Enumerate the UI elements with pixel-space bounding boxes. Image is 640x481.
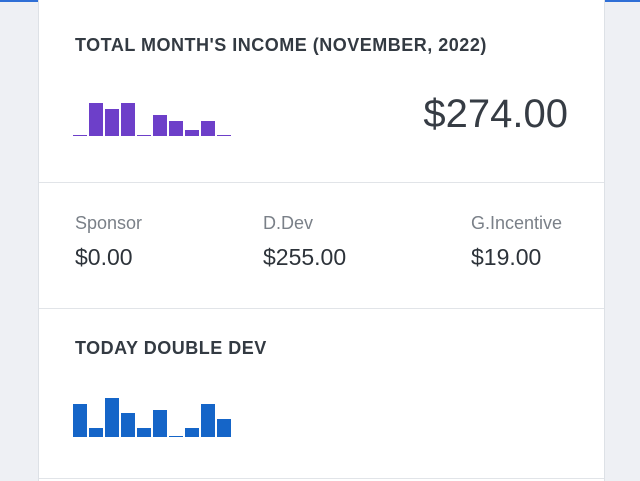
income-card: TOTAL MONTH'S INCOME (NOVEMBER, 2022) $2…	[38, 0, 605, 481]
ddev-label: D.Dev	[263, 213, 314, 233]
bar	[201, 404, 215, 437]
bar	[105, 109, 119, 136]
bar	[89, 428, 103, 437]
today-section: TODAY DOUBLE DEV	[39, 309, 604, 479]
bar	[185, 428, 199, 437]
bar	[217, 419, 231, 437]
income-sparkline	[73, 103, 231, 136]
bar	[105, 398, 119, 437]
bar	[137, 135, 151, 136]
breakdown-section: Sponsor $0.00 D.Dev $255.00 G.Incentive …	[39, 183, 604, 309]
bar	[89, 103, 103, 136]
bar	[217, 135, 231, 136]
bar	[73, 135, 87, 136]
gincentive-label: G.Incentive	[471, 213, 563, 233]
bar	[201, 121, 215, 136]
bar	[185, 130, 199, 136]
bar	[137, 428, 151, 437]
bar	[121, 103, 135, 136]
bar	[73, 404, 87, 437]
today-sparkline	[73, 398, 231, 437]
bar	[153, 410, 167, 437]
income-section: TOTAL MONTH'S INCOME (NOVEMBER, 2022) $2…	[39, 0, 604, 183]
income-title: TOTAL MONTH'S INCOME (NOVEMBER, 2022)	[75, 35, 487, 55]
income-total: $274.00	[423, 92, 568, 136]
bar	[121, 413, 135, 437]
gincentive-value: $19.00	[471, 244, 542, 270]
sponsor-label: Sponsor	[75, 213, 143, 233]
ddev-value: $255.00	[263, 244, 347, 270]
bar	[169, 436, 183, 437]
sponsor-value: $0.00	[75, 244, 133, 270]
bar	[169, 121, 183, 136]
today-title: TODAY DOUBLE DEV	[75, 338, 267, 358]
bar	[153, 115, 167, 136]
